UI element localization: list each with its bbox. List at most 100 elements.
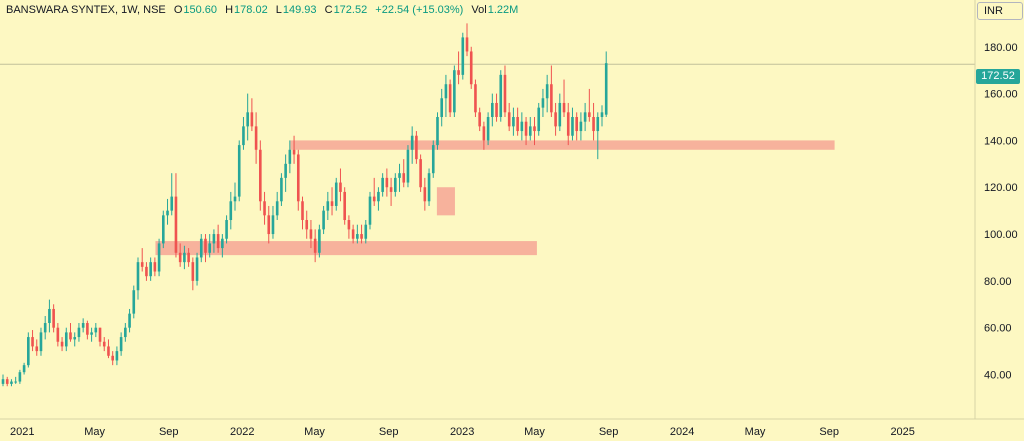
candle[interactable] [60,337,64,352]
candle[interactable] [271,205,275,239]
candle[interactable] [545,74,549,113]
candle[interactable] [550,65,553,118]
candle[interactable] [402,159,406,188]
candle[interactable] [347,215,351,239]
candle[interactable] [191,257,195,291]
candle[interactable] [377,187,380,211]
candle[interactable] [583,102,587,132]
candle[interactable] [554,102,557,136]
candle[interactable] [318,224,321,258]
candle[interactable] [288,140,292,174]
candle[interactable] [339,168,342,202]
candle[interactable] [562,79,566,118]
candle[interactable] [275,191,279,221]
candle[interactable] [482,121,486,150]
candle[interactable] [102,337,106,352]
candle[interactable] [187,248,190,267]
candle[interactable] [73,332,77,347]
candle[interactable] [242,117,245,150]
candle[interactable] [174,173,178,258]
candle[interactable] [364,220,368,244]
candle[interactable] [465,23,469,57]
candle[interactable] [440,88,444,127]
candle[interactable] [18,369,22,384]
candle[interactable] [39,327,43,356]
candle[interactable] [1,374,5,387]
candle[interactable] [351,224,355,244]
candle[interactable] [398,163,401,192]
candle[interactable] [507,102,511,132]
candle[interactable] [326,191,330,221]
candle[interactable] [334,177,338,211]
candle[interactable] [90,327,93,342]
candle[interactable] [233,182,237,211]
candle[interactable] [389,177,393,206]
candle[interactable] [533,117,536,146]
candle[interactable] [204,234,207,263]
candle[interactable] [140,248,144,272]
candle[interactable] [199,234,203,263]
zone-resistance[interactable] [290,140,835,150]
candle[interactable] [170,173,174,216]
candle[interactable] [136,257,140,300]
candle[interactable] [415,131,418,164]
candle[interactable] [541,88,545,118]
candle[interactable] [503,65,507,118]
candle[interactable] [250,98,254,132]
candle[interactable] [43,315,47,340]
candle[interactable] [478,107,481,132]
candle[interactable] [528,117,532,141]
candle[interactable] [56,323,60,347]
candle[interactable] [512,107,515,136]
candle[interactable] [296,149,300,211]
candle[interactable] [81,318,85,333]
candle[interactable] [284,154,287,192]
candle[interactable] [330,187,334,216]
candle[interactable] [69,323,72,342]
candle[interactable] [448,79,452,118]
candle[interactable] [132,285,136,319]
candle[interactable] [259,140,262,211]
candle[interactable] [216,224,220,253]
zone-support[interactable] [155,241,537,256]
candle[interactable] [178,243,182,267]
candle[interactable] [457,51,460,85]
candle[interactable] [588,88,591,122]
candle[interactable] [145,262,148,281]
candle[interactable] [280,173,283,206]
candle[interactable] [372,177,376,206]
candle[interactable] [27,332,30,368]
candle[interactable] [393,173,397,197]
candle[interactable] [35,339,39,356]
candle[interactable] [309,220,313,249]
candle[interactable] [263,191,266,225]
zone-gap[interactable] [436,187,455,216]
candle[interactable] [537,102,541,136]
candle[interactable] [444,74,448,118]
candle[interactable] [195,252,199,286]
candle[interactable] [124,323,127,342]
candle[interactable] [98,327,102,347]
candle[interactable] [427,168,431,206]
candle[interactable] [469,46,473,89]
candle[interactable] [495,93,498,122]
candle[interactable] [115,346,119,366]
candle[interactable] [183,245,186,270]
candle[interactable] [166,198,169,225]
candle[interactable] [64,327,68,352]
candle[interactable] [592,102,595,141]
candle[interactable] [524,117,528,146]
candle[interactable] [267,205,271,244]
candle[interactable] [558,93,562,132]
candle[interactable] [343,187,346,225]
candle[interactable] [292,135,296,164]
candle[interactable] [305,210,309,239]
candle[interactable] [571,107,574,141]
candle[interactable] [153,257,157,277]
candle[interactable] [77,323,81,342]
candle[interactable] [111,351,114,366]
candle[interactable] [491,93,494,127]
candle[interactable] [566,102,570,146]
candle[interactable] [600,105,604,127]
candle[interactable] [322,205,325,235]
